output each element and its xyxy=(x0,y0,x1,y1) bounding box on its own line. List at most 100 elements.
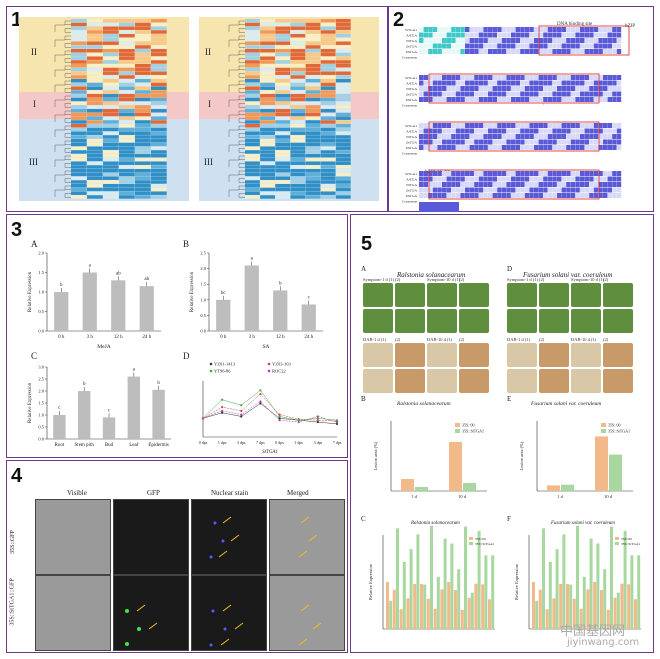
residue-cell xyxy=(423,123,428,128)
bar xyxy=(582,576,586,629)
heatmap-cell xyxy=(290,191,306,195)
heatmap-cell xyxy=(119,150,135,154)
residue-cell xyxy=(575,128,580,134)
heatmap-cell xyxy=(119,161,135,165)
residue-cell xyxy=(529,171,534,176)
sub-c-label: C xyxy=(361,515,366,523)
dab-stain-photo xyxy=(427,343,457,367)
heatmap-cell xyxy=(103,131,119,135)
heatmap-cell xyxy=(290,45,306,49)
leaf-photo xyxy=(395,283,425,307)
residue-cell xyxy=(612,75,617,80)
residue-cell xyxy=(612,187,617,193)
heatmap-cell xyxy=(275,105,291,109)
residue-cell xyxy=(524,32,530,38)
residue-cell xyxy=(474,27,479,32)
data-point xyxy=(335,419,339,422)
residue-cell xyxy=(607,139,612,145)
residue-cell xyxy=(451,198,456,204)
residue-cell xyxy=(492,86,497,91)
heatmap-cell xyxy=(260,101,275,105)
residue-cell xyxy=(557,182,562,187)
residue-cell xyxy=(465,75,470,80)
residue-cell xyxy=(584,91,589,97)
heatmap-cell xyxy=(135,37,151,42)
panel-number: 4 xyxy=(11,465,23,487)
dendrogram-a xyxy=(54,20,71,198)
heatmap-b xyxy=(245,19,351,199)
photo-label: Symptom-10 d (1) xyxy=(571,277,605,282)
heatmap-cell xyxy=(71,105,87,109)
heatmap-cell xyxy=(87,184,103,188)
residue-cell xyxy=(557,139,562,145)
residue-cell xyxy=(589,139,594,145)
heatmap-cell xyxy=(335,97,351,102)
heatmap-cell xyxy=(135,49,151,53)
residue-cell xyxy=(474,43,479,49)
heatmap-cell xyxy=(151,79,167,83)
heatmap-cell xyxy=(103,150,119,154)
x-axis-label: StTGA1 xyxy=(262,450,278,455)
residue-cell xyxy=(506,102,511,108)
residue-cell xyxy=(460,150,465,156)
residue-cell xyxy=(515,27,520,32)
residue-cell xyxy=(520,139,525,145)
residue-cell xyxy=(575,97,580,102)
residue-cell xyxy=(488,27,493,32)
residue-cell xyxy=(547,80,553,86)
residue-cell xyxy=(483,193,488,198)
residue-cell xyxy=(432,171,438,176)
heatmap-cell xyxy=(71,165,87,169)
residue-cell xyxy=(580,38,585,43)
residue-cell xyxy=(492,54,497,60)
heatmap-cell xyxy=(260,139,275,143)
residue-cell xyxy=(442,97,447,102)
residue-cell xyxy=(478,139,484,145)
residue-cell xyxy=(478,187,484,193)
heatmap-cell xyxy=(135,142,151,147)
residue-cell xyxy=(446,54,451,60)
residue-cell xyxy=(520,182,525,187)
heatmap-cell xyxy=(71,142,87,147)
residue-cell xyxy=(570,150,576,156)
residue-cell xyxy=(432,198,438,204)
heatmap-cell xyxy=(335,22,351,27)
residue-cell xyxy=(451,171,456,176)
residue-cell xyxy=(543,75,548,80)
residue-cell xyxy=(511,80,516,86)
dab-stain-photo xyxy=(363,369,393,393)
col-merged: Merged xyxy=(287,489,309,497)
bar xyxy=(111,280,126,331)
residue-cell xyxy=(451,80,456,86)
y-tick-label: 0.5 xyxy=(200,313,206,318)
residue-cell xyxy=(469,176,474,182)
residue-cell xyxy=(570,145,576,150)
bar xyxy=(579,608,583,629)
heatmap-cell xyxy=(245,75,260,79)
residue-cell xyxy=(520,49,525,54)
residue-cell xyxy=(607,27,612,32)
residue-cell xyxy=(515,139,520,145)
legend-marker xyxy=(209,362,213,366)
residue-cell xyxy=(419,38,424,43)
residue-cell xyxy=(465,198,470,204)
heatmap-cell xyxy=(275,71,291,75)
heatmap-cell xyxy=(320,82,336,87)
heatmap-cell xyxy=(260,45,275,49)
residue-cell xyxy=(506,97,511,102)
heatmap-cell xyxy=(151,56,167,60)
residue-cell xyxy=(584,38,589,43)
residue-cell xyxy=(616,187,622,193)
heatmap-cell xyxy=(275,30,291,34)
heatmap-cell xyxy=(335,101,351,105)
tree-branch xyxy=(238,43,245,48)
heatmap-cell xyxy=(290,165,306,169)
residue-cell xyxy=(451,182,456,187)
heatmap-cell xyxy=(290,154,306,158)
residue-cell xyxy=(552,198,557,204)
heatmap-cell xyxy=(290,101,306,105)
dab-stain-photo xyxy=(539,343,569,367)
bar xyxy=(449,442,462,491)
residue-cell xyxy=(580,75,585,80)
heatmap-cell xyxy=(320,71,336,75)
